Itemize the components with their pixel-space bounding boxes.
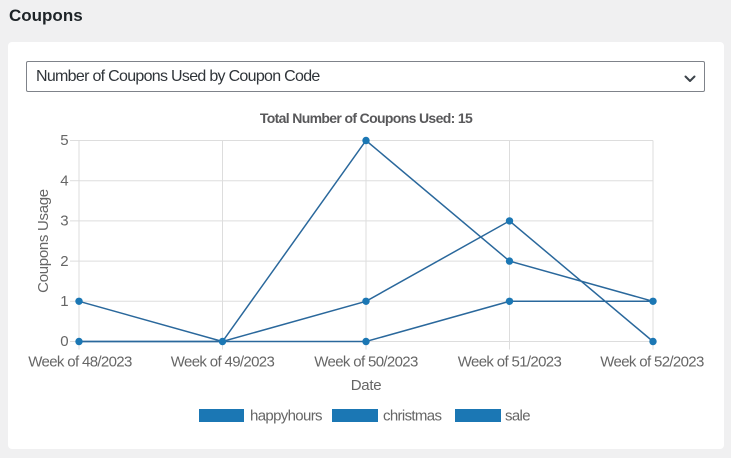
svg-text:sale: sale bbox=[505, 408, 530, 425]
svg-text:Total Number of Coupons Used:: Total Number of Coupons Used: 15 bbox=[260, 110, 473, 126]
svg-text:5: 5 bbox=[60, 132, 68, 149]
svg-text:Week of 48/2023: Week of 48/2023 bbox=[28, 354, 132, 371]
svg-text:0: 0 bbox=[60, 333, 68, 350]
svg-text:Week of 49/2023: Week of 49/2023 bbox=[171, 354, 275, 371]
svg-text:Week of 51/2023: Week of 51/2023 bbox=[458, 354, 562, 371]
svg-text:Coupons Usage: Coupons Usage bbox=[35, 189, 52, 293]
svg-text:happyhours: happyhours bbox=[250, 408, 322, 425]
svg-text:3: 3 bbox=[60, 213, 68, 230]
svg-text:2: 2 bbox=[60, 253, 68, 270]
svg-text:Week of 50/2023: Week of 50/2023 bbox=[314, 354, 418, 371]
svg-text:Week of 52/2023: Week of 52/2023 bbox=[600, 354, 704, 371]
svg-text:4: 4 bbox=[60, 172, 68, 189]
svg-text:Date: Date bbox=[351, 377, 382, 394]
svg-text:1: 1 bbox=[60, 293, 68, 310]
svg-text:christmas: christmas bbox=[383, 408, 441, 425]
